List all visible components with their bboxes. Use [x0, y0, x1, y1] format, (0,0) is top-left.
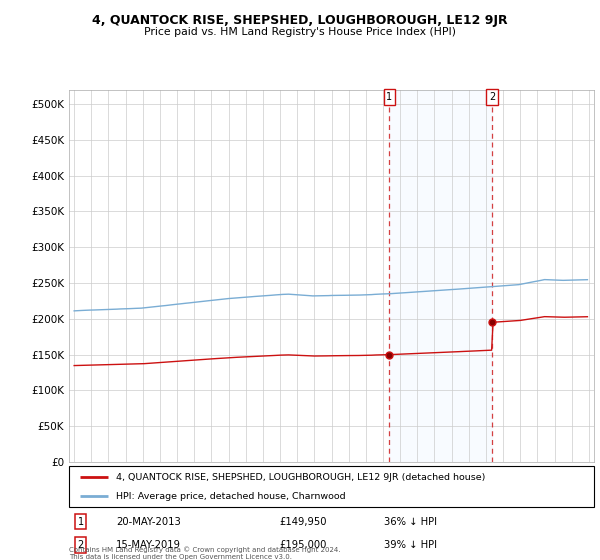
Text: HPI: Average price, detached house, Charnwood: HPI: Average price, detached house, Char…: [116, 492, 346, 501]
Text: Contains HM Land Registry data © Crown copyright and database right 2024.
This d: Contains HM Land Registry data © Crown c…: [69, 547, 341, 560]
Text: Price paid vs. HM Land Registry's House Price Index (HPI): Price paid vs. HM Land Registry's House …: [144, 27, 456, 37]
Text: £195,000: £195,000: [279, 540, 326, 550]
Text: 1: 1: [77, 517, 83, 527]
Text: 2: 2: [489, 92, 496, 102]
Text: 20-MAY-2013: 20-MAY-2013: [116, 517, 181, 527]
Text: £149,950: £149,950: [279, 517, 326, 527]
Text: 15-MAY-2019: 15-MAY-2019: [116, 540, 181, 550]
Text: 4, QUANTOCK RISE, SHEPSHED, LOUGHBOROUGH, LE12 9JR: 4, QUANTOCK RISE, SHEPSHED, LOUGHBOROUGH…: [92, 14, 508, 27]
Text: 2: 2: [77, 540, 83, 550]
Text: 4, QUANTOCK RISE, SHEPSHED, LOUGHBOROUGH, LE12 9JR (detached house): 4, QUANTOCK RISE, SHEPSHED, LOUGHBOROUGH…: [116, 473, 485, 482]
Bar: [389, 90, 492, 462]
Text: 39% ↓ HPI: 39% ↓ HPI: [384, 540, 437, 550]
Text: 36% ↓ HPI: 36% ↓ HPI: [384, 517, 437, 527]
Text: 1: 1: [386, 92, 392, 102]
